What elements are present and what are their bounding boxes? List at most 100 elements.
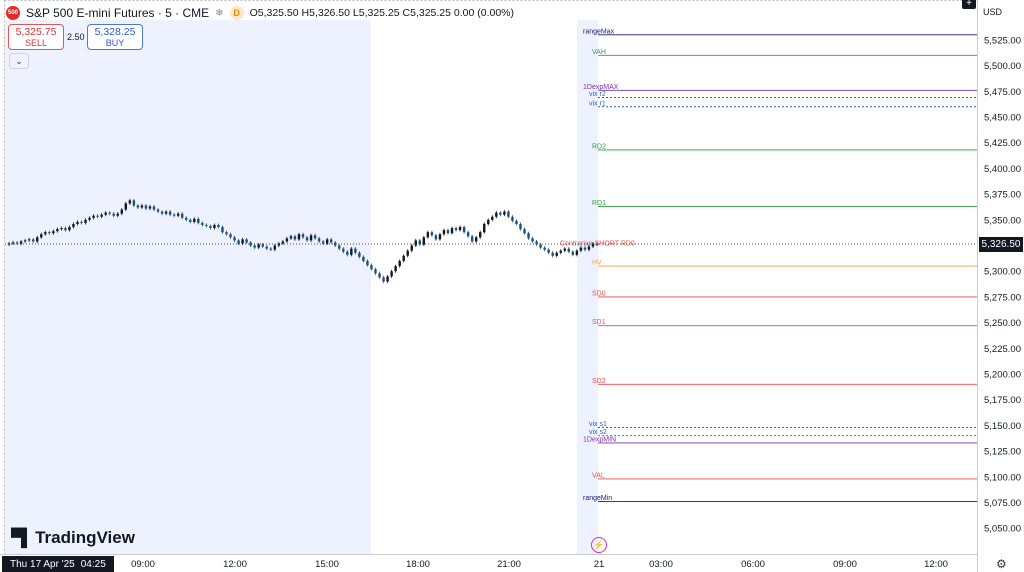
candle-body [40, 234, 43, 238]
candle-body [491, 216, 494, 220]
candle-body [591, 243, 595, 247]
candle-body [68, 227, 71, 231]
candle-body [378, 273, 381, 278]
candle-body [575, 250, 579, 255]
candle-body [144, 205, 148, 209]
candle-body [309, 235, 313, 241]
level-label: SD0 [592, 290, 606, 297]
x-tick-label: 21:00 [497, 559, 521, 570]
x-tick-label: 06:00 [741, 559, 765, 570]
candle-body [454, 228, 458, 231]
lightning-icon[interactable]: ⚡ [591, 537, 607, 553]
candle-body [213, 224, 216, 229]
symbol-logo-icon[interactable]: 500 [6, 6, 20, 20]
collapse-legend-chevron-icon[interactable]: ⌄ [9, 53, 29, 69]
candle-body [221, 227, 224, 233]
candle-body [551, 252, 554, 256]
delayed-data-badge[interactable]: D [229, 6, 244, 20]
candle-body [386, 276, 389, 282]
candle-body [426, 232, 430, 238]
candle-body [269, 248, 272, 250]
candle-body [370, 265, 373, 270]
level-label: VAL [592, 472, 605, 479]
add-plus-icon[interactable]: + [962, 0, 976, 9]
candle-body [571, 251, 575, 255]
candle-body [446, 230, 450, 234]
buy-label: BUY [105, 38, 125, 48]
candle-body [15, 242, 19, 244]
candle-body [301, 234, 305, 238]
candle-body [265, 246, 268, 249]
candle-body [390, 271, 393, 277]
candle-body [205, 224, 208, 227]
candle-body [539, 244, 542, 248]
level-label: SD2 [592, 378, 606, 385]
candle-body [229, 234, 232, 238]
y-tick-label: 5,300.00 [984, 267, 1021, 278]
snowflake-icon[interactable]: ❄ [215, 7, 224, 19]
y-tick-label: 5,525.00 [984, 35, 1021, 46]
candle-body [563, 248, 566, 251]
candle-body [285, 238, 289, 242]
candle-body [434, 235, 438, 240]
candle-body [257, 244, 260, 248]
sell-button[interactable]: 5,325.75 SELL [8, 24, 64, 50]
currency-label[interactable]: USD [983, 7, 1003, 17]
candle-body [193, 218, 196, 222]
candle-body [201, 222, 204, 225]
y-tick-label: 5,250.00 [984, 318, 1021, 329]
candle-body [88, 217, 91, 220]
candle-body [140, 205, 144, 208]
candle-body [567, 248, 571, 252]
buy-price: 5,328.25 [94, 26, 136, 38]
candle-body [382, 277, 385, 282]
candle-body [7, 243, 11, 245]
candle-body [152, 206, 156, 210]
candle-body [76, 221, 79, 224]
level-label: vix s1 [589, 421, 607, 428]
candle-body [180, 213, 184, 218]
candle-body [317, 238, 321, 242]
gear-icon[interactable]: ⚙ [996, 557, 1007, 571]
candle-body [479, 232, 482, 238]
candle-body [450, 228, 454, 234]
candle-body [249, 242, 252, 246]
symbol-title[interactable]: S&P 500 E-mini Futures · 5 · CME [26, 6, 210, 20]
x-tick-label: 18:00 [406, 559, 430, 570]
candle-body [325, 239, 329, 244]
candle-body [289, 236, 293, 239]
candle-body [483, 223, 486, 233]
buy-button[interactable]: 5,328.25 BUY [87, 24, 143, 50]
x-tick-label: 12:00 [223, 559, 247, 570]
candle-body [233, 237, 236, 241]
candle-body [402, 255, 405, 261]
candle-body [104, 212, 107, 215]
y-tick-label: 5,175.00 [984, 395, 1021, 406]
candle-body [338, 245, 341, 249]
candle-body [418, 240, 422, 245]
candle-body [11, 242, 15, 244]
y-tick-label: 5,100.00 [984, 472, 1021, 483]
tradingview-logo[interactable]: ▀▌ TradingView [11, 528, 135, 548]
crosshair-date: Thu 17 Apr '25 [10, 558, 75, 570]
x-tick-label: 21 [594, 559, 605, 570]
y-tick-label: 5,450.00 [984, 113, 1021, 124]
symbol-header: 500 S&P 500 E-mini Futures · 5 · CME ❄ D… [6, 4, 514, 22]
y-tick-label: 5,500.00 [984, 61, 1021, 72]
candle-body [172, 214, 176, 216]
y-tick-label: 5,150.00 [984, 421, 1021, 432]
y-tick-label: 5,125.00 [984, 447, 1021, 458]
candle-body [543, 247, 546, 250]
candle-body [176, 213, 180, 216]
candle-body [559, 250, 562, 253]
candle-body [108, 212, 111, 214]
level-label: RD2 [592, 143, 606, 150]
level-label: 1DexpMAX [583, 84, 619, 91]
candle-body [128, 200, 132, 204]
candle-body [342, 248, 345, 252]
candle-body [217, 224, 220, 228]
candle-body [362, 256, 365, 261]
candle-body [241, 239, 244, 244]
candle-body [48, 232, 51, 234]
